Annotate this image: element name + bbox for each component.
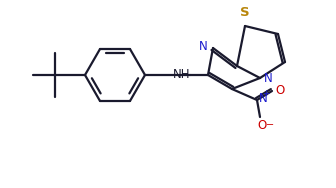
Text: S: S <box>240 6 250 19</box>
Text: O: O <box>276 83 285 96</box>
Text: N: N <box>199 39 208 52</box>
Text: N: N <box>264 71 272 84</box>
Text: NH: NH <box>173 68 191 82</box>
Text: N: N <box>259 92 268 105</box>
Text: O: O <box>257 119 267 132</box>
Text: +: + <box>262 89 270 99</box>
Text: −: − <box>266 120 274 130</box>
